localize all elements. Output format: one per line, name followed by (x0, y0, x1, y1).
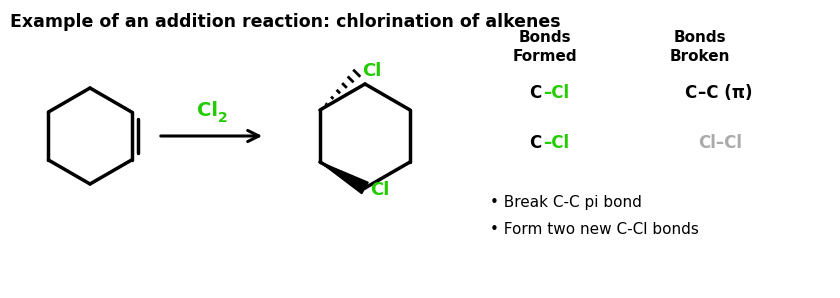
Polygon shape (320, 162, 368, 194)
Text: Cl: Cl (197, 101, 218, 120)
Text: 2: 2 (218, 111, 228, 125)
Text: C: C (528, 84, 541, 102)
Text: Cl–Cl: Cl–Cl (698, 134, 742, 152)
Text: Example of an addition reaction: chlorination of alkenes: Example of an addition reaction: chlorin… (10, 13, 560, 31)
Text: –Cl: –Cl (543, 134, 570, 152)
Text: Cl: Cl (370, 181, 390, 199)
Text: Cl: Cl (362, 62, 381, 80)
Text: • Form two new C-Cl bonds: • Form two new C-Cl bonds (490, 223, 699, 238)
Text: –C (π): –C (π) (698, 84, 753, 102)
Text: • Break C-C pi bond: • Break C-C pi bond (490, 195, 642, 210)
Text: –Cl: –Cl (543, 84, 570, 102)
Text: Bonds
Broken: Bonds Broken (669, 30, 730, 63)
Text: C: C (528, 134, 541, 152)
Text: Bonds
Formed: Bonds Formed (512, 30, 577, 63)
Text: C: C (684, 84, 696, 102)
